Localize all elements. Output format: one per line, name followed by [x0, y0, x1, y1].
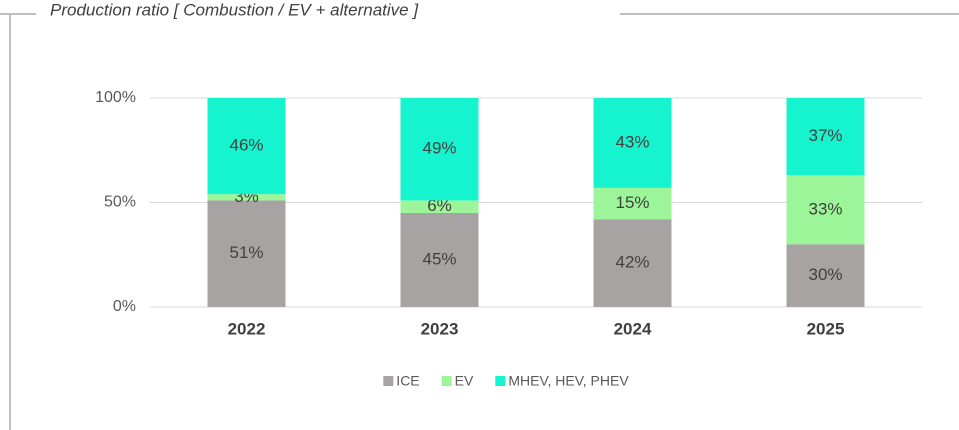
bar-segment [786, 98, 865, 176]
legend-label: EV [455, 373, 474, 389]
data-label: 49% [422, 139, 456, 158]
data-label: 6% [427, 196, 452, 215]
bar-segment [400, 200, 479, 213]
bar-segment [400, 98, 479, 201]
bar-segment [786, 244, 865, 307]
y-tick-label: 50% [104, 194, 136, 211]
data-label: 37% [808, 126, 842, 145]
chart-title: Production ratio [ Combustion / EV + alt… [50, 0, 419, 19]
legend: ICE EV MHEV, HEV, PHEV [383, 373, 629, 389]
legend-swatch [441, 376, 452, 386]
legend-swatch [383, 376, 394, 386]
data-label: 45% [422, 249, 456, 268]
data-label: 51% [229, 243, 263, 262]
data-label: 43% [615, 132, 649, 151]
legend-swatch [495, 376, 506, 386]
data-label: 33% [808, 199, 842, 218]
bar-segment [593, 219, 672, 307]
bar-segment [593, 98, 672, 188]
data-label: 42% [615, 253, 649, 272]
legend-label: ICE [396, 373, 419, 389]
x-tick-label: 2025 [807, 319, 845, 338]
y-tick-label: 0% [113, 298, 136, 315]
x-tick-label: 2022 [228, 319, 266, 338]
bar-segment [593, 187, 672, 220]
y-tick-label: 100% [95, 89, 136, 106]
data-label: 15% [615, 193, 649, 212]
bar-segment [207, 200, 286, 307]
bar-segment [207, 98, 286, 195]
x-tick-label: 2024 [614, 319, 652, 338]
x-tick-label: 2023 [421, 319, 459, 338]
data-label: 30% [808, 265, 842, 284]
data-label: 46% [229, 136, 263, 155]
bar-segment [400, 212, 479, 307]
legend-label: MHEV, HEV, PHEV [508, 373, 629, 389]
bar-segment [207, 194, 286, 201]
bar-segment [786, 175, 865, 245]
